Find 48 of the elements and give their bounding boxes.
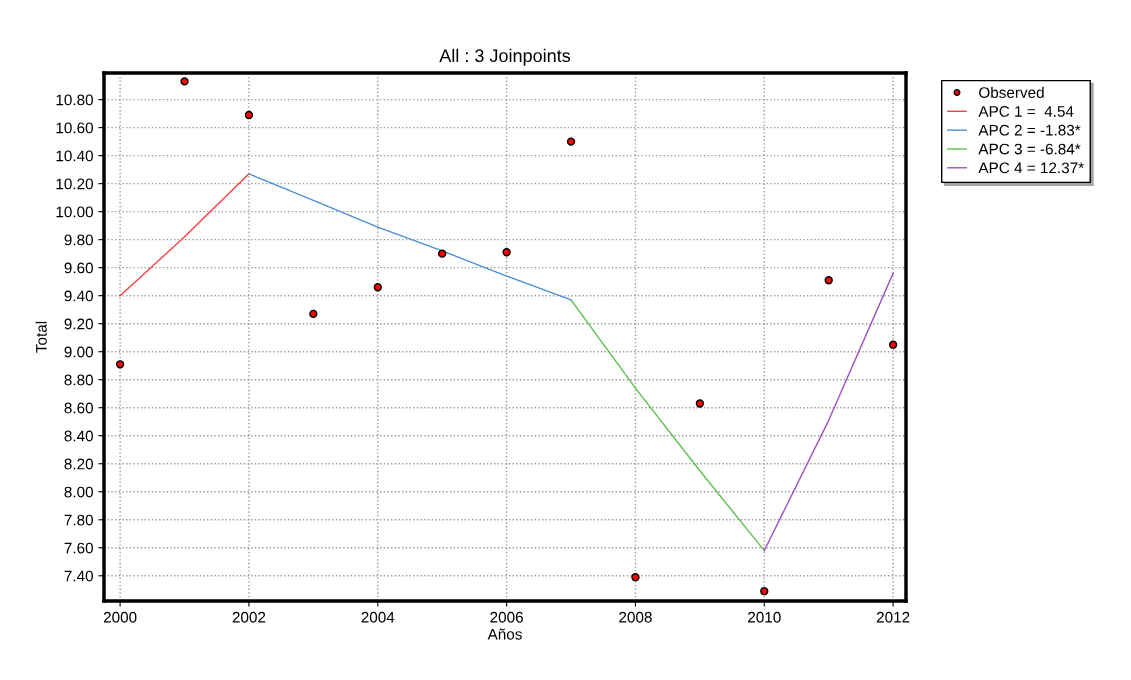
point	[180, 77, 189, 86]
y-tick-label: 9.20	[64, 318, 93, 330]
y-tick-label: 9.80	[64, 234, 93, 246]
y-tick-label: 8.40	[64, 430, 93, 442]
y-tick-label: 8.20	[64, 458, 93, 470]
legend-label: Observed	[979, 86, 1044, 98]
x-tick-label: 2000	[103, 611, 137, 623]
x-tick-label: 2010	[748, 611, 781, 623]
x-tick-label: 2012	[876, 611, 910, 623]
y-tick-label: 7.80	[64, 514, 93, 526]
point	[115, 360, 125, 369]
point	[824, 276, 833, 285]
y-tick-label: 7.60	[64, 542, 93, 554]
point	[695, 399, 705, 408]
point	[760, 587, 769, 596]
y-tick-label: 10.60	[56, 122, 93, 134]
x-tick-label: 2004	[361, 611, 395, 623]
point	[566, 137, 576, 146]
x-axis-title: Años	[487, 628, 522, 640]
y-tick-label: 7.40	[64, 570, 93, 582]
y-tick-label: 9.00	[64, 346, 93, 358]
y-axis-title: Total	[35, 321, 47, 353]
legend-label: APC 4 = 12.37*	[978, 162, 1084, 174]
x-tick-label: 2006	[490, 611, 523, 623]
point	[502, 248, 511, 257]
legend-label: APC 3 = -6.84*	[978, 143, 1081, 155]
legend-label: APC 2 = -1.83*	[978, 124, 1081, 136]
y-tick-label: 10.20	[56, 178, 93, 190]
y-tick-label: 9.60	[64, 262, 93, 274]
chart-title: All : 3 Joinpoints	[439, 48, 571, 66]
point	[373, 283, 382, 292]
y-tick-label: 10.40	[56, 150, 93, 162]
y-tick-label: 10.80	[56, 94, 93, 106]
y-tick-label: 9.40	[64, 290, 93, 302]
y-tick-label: 8.00	[64, 486, 93, 498]
line-series	[248, 173, 572, 301]
point	[438, 249, 447, 258]
x-tick-label: 2008	[619, 611, 652, 623]
point	[244, 110, 254, 120]
y-tick-label: 8.80	[64, 374, 93, 386]
legend-label: APC 1 = 4.54	[978, 105, 1074, 117]
y-tick-label: 8.60	[64, 402, 93, 414]
point	[309, 309, 318, 319]
y-tick-label: 10.00	[56, 206, 93, 218]
line-series	[570, 299, 765, 552]
point	[888, 340, 898, 349]
point	[631, 573, 640, 582]
x-tick-label: 2002	[232, 611, 266, 623]
